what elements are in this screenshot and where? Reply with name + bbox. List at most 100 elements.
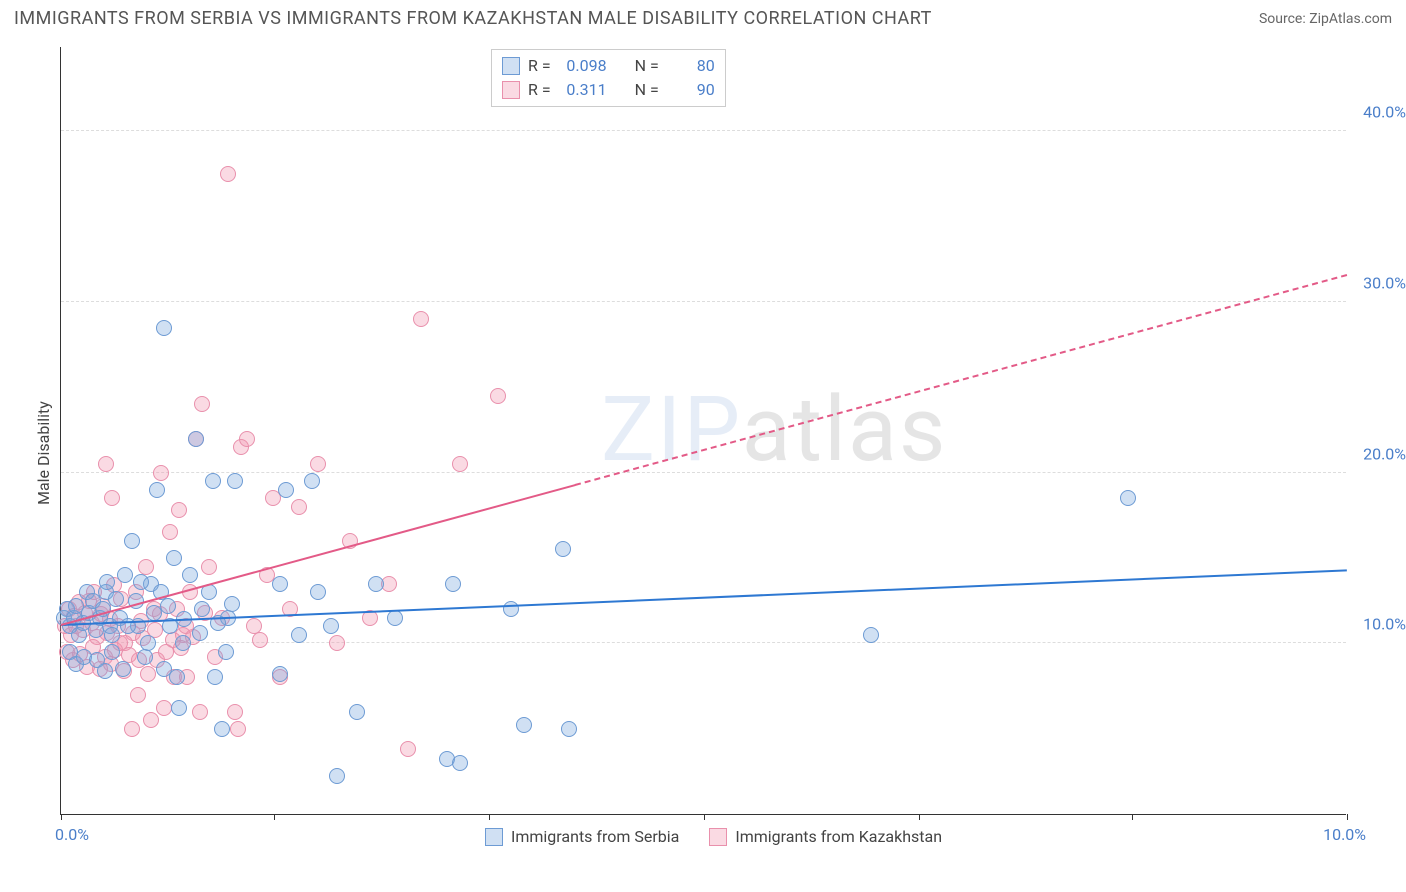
scatter-point-serbia [99, 574, 115, 590]
scatter-point-serbia [516, 717, 532, 733]
scatter-point-serbia [329, 768, 345, 784]
scatter-point-kazakhstan [192, 704, 208, 720]
scatter-point-serbia [445, 576, 461, 592]
scatter-point-serbia [207, 669, 223, 685]
scatter-point-kazakhstan [143, 712, 159, 728]
scatter-point-serbia [182, 567, 198, 583]
scatter-point-serbia [137, 649, 153, 665]
scatter-point-kazakhstan [230, 721, 246, 737]
scatter-point-kazakhstan [138, 559, 154, 575]
r-value: 0.311 [559, 78, 607, 102]
scatter-point-serbia [117, 567, 133, 583]
scatter-point-serbia [272, 666, 288, 682]
scatter-point-serbia [104, 627, 120, 643]
trend-line-kazakhstan [575, 274, 1347, 486]
legend-label: Immigrants from Kazakhstan [735, 827, 942, 846]
x-tick [274, 814, 275, 820]
x-tick [61, 814, 62, 820]
x-tick [1347, 814, 1348, 820]
r-value: 0.098 [559, 54, 607, 78]
scatter-point-serbia [272, 576, 288, 592]
n-label: N = [635, 78, 659, 102]
scatter-point-kazakhstan [162, 524, 178, 540]
legend-item-serbia: Immigrants from Serbia [485, 827, 679, 846]
scatter-point-serbia [368, 576, 384, 592]
header: IMMIGRANTS FROM SERBIA VS IMMIGRANTS FRO… [0, 0, 1406, 35]
stats-row-kazakhstan: R =0.311N =90 [502, 78, 715, 102]
scatter-point-kazakhstan [239, 431, 255, 447]
scatter-point-serbia [503, 601, 519, 617]
chart-area: 10.0%20.0%30.0%40.0%0.0%10.0%ZIPatlasR =… [14, 35, 1392, 855]
scatter-point-serbia [349, 704, 365, 720]
scatter-point-serbia [149, 482, 165, 498]
scatter-point-kazakhstan [98, 456, 114, 472]
scatter-point-serbia [108, 591, 124, 607]
scatter-point-kazakhstan [124, 721, 140, 737]
scatter-point-serbia [140, 635, 156, 651]
scatter-point-kazakhstan [220, 166, 236, 182]
source-label: Source: ZipAtlas.com [1259, 11, 1392, 27]
scatter-point-serbia [561, 721, 577, 737]
scatter-point-serbia [133, 574, 149, 590]
scatter-point-serbia [323, 618, 339, 634]
chart-title: IMMIGRANTS FROM SERBIA VS IMMIGRANTS FRO… [14, 8, 932, 29]
legend-swatch-icon [485, 828, 503, 846]
gridline [61, 472, 1346, 473]
x-tick [1132, 814, 1133, 820]
scatter-point-serbia [227, 473, 243, 489]
x-tick [704, 814, 705, 820]
scatter-point-serbia [291, 627, 307, 643]
legend-swatch-icon [502, 57, 520, 75]
r-label: R = [528, 54, 551, 78]
scatter-point-serbia [160, 598, 176, 614]
scatter-point-serbia [124, 533, 140, 549]
scatter-point-kazakhstan [140, 666, 156, 682]
scatter-point-kazakhstan [400, 741, 416, 757]
scatter-point-serbia [1120, 490, 1136, 506]
y-tick-label: 30.0% [1363, 274, 1406, 293]
scatter-point-serbia [115, 661, 131, 677]
series-legend: Immigrants from Serbia Immigrants from Ka… [485, 827, 942, 846]
scatter-point-serbia [205, 473, 221, 489]
scatter-point-kazakhstan [227, 704, 243, 720]
scatter-point-kazakhstan [452, 456, 468, 472]
scatter-point-serbia [224, 596, 240, 612]
y-tick-label: 20.0% [1363, 444, 1406, 463]
y-tick-label: 40.0% [1363, 103, 1406, 122]
n-value: 80 [667, 54, 715, 78]
scatter-point-kazakhstan [171, 502, 187, 518]
scatter-point-serbia [104, 644, 120, 660]
scatter-point-kazakhstan [329, 635, 345, 651]
gridline [61, 301, 1346, 302]
x-tick [489, 814, 490, 820]
legend-swatch-icon [502, 81, 520, 99]
scatter-point-serbia [278, 482, 294, 498]
scatter-point-kazakhstan [153, 465, 169, 481]
scatter-point-kazakhstan [104, 490, 120, 506]
legend-label: Immigrants from Serbia [511, 827, 679, 846]
scatter-point-serbia [304, 473, 320, 489]
scatter-point-kazakhstan [310, 456, 326, 472]
x-max-label: 10.0% [1323, 825, 1366, 844]
scatter-point-serbia [97, 663, 113, 679]
scatter-point-serbia [188, 431, 204, 447]
gridline [61, 130, 1346, 131]
x-min-label: 0.0% [55, 825, 89, 844]
scatter-point-serbia [194, 601, 210, 617]
scatter-point-kazakhstan [291, 499, 307, 515]
scatter-point-serbia [175, 635, 191, 651]
x-tick [919, 814, 920, 820]
scatter-point-serbia [387, 610, 403, 626]
y-tick-label: 10.0% [1363, 615, 1406, 634]
scatter-point-kazakhstan [194, 396, 210, 412]
scatter-point-serbia [310, 584, 326, 600]
scatter-point-kazakhstan [201, 559, 217, 575]
y-axis-label: Male Disability [34, 401, 53, 505]
scatter-point-kazakhstan [130, 687, 146, 703]
scatter-point-serbia [169, 669, 185, 685]
scatter-point-serbia [863, 627, 879, 643]
stats-row-serbia: R =0.098N =80 [502, 54, 715, 78]
stats-legend: R =0.098N =80R =0.311N =90 [491, 49, 726, 107]
r-label: R = [528, 78, 551, 102]
trend-line-serbia [61, 570, 1347, 627]
